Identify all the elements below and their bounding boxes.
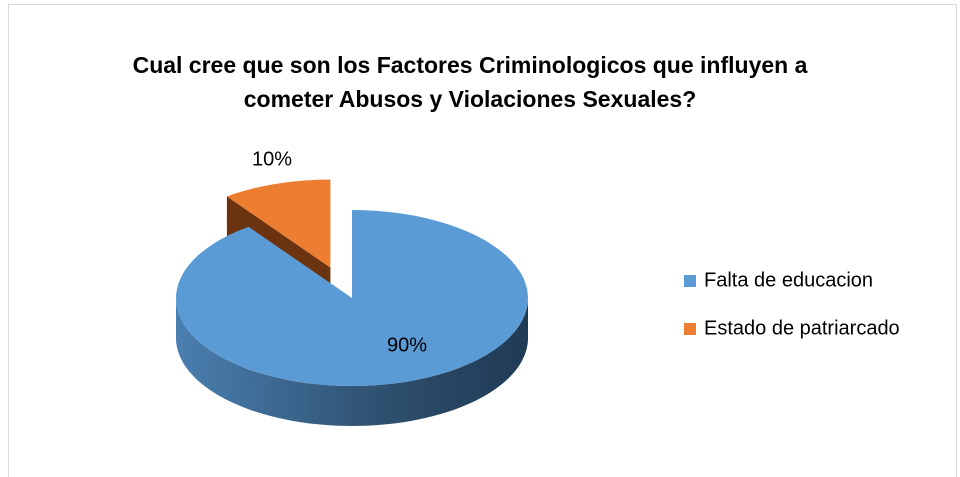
chart-title: Cual cree que son los Factores Criminolo… [132, 52, 808, 112]
legend-label: Estado de patriarcado [704, 317, 900, 339]
data-label: 10% [252, 148, 292, 170]
legend-swatch [684, 323, 696, 335]
slice-side [176, 298, 528, 426]
slice [176, 210, 528, 386]
chart-border [8, 4, 957, 477]
data-label: 90% [387, 334, 427, 356]
slice [226, 179, 331, 268]
legend-label: Falta de educacion [704, 269, 873, 291]
legend-swatch [684, 275, 696, 287]
